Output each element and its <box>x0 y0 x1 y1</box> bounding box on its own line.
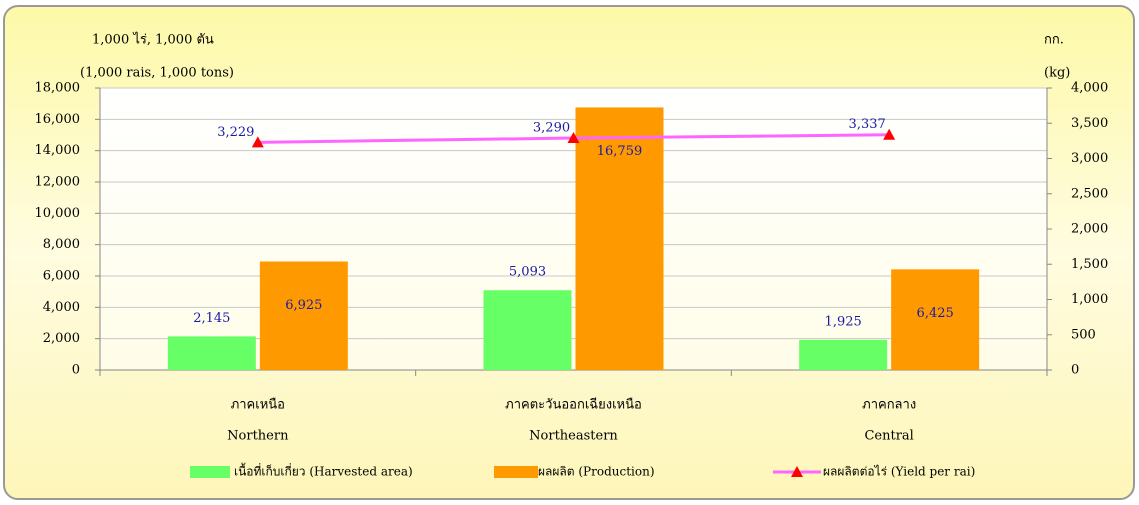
legend-label: เนื้อที่เก็บเกี่ยว (Harvested area) <box>234 463 413 479</box>
x-tick-label: ภาคกลาง <box>862 398 916 413</box>
y2-tick-label: 500 <box>1071 327 1096 342</box>
x-tick-label-en: Northeastern <box>529 429 618 444</box>
y-tick-label: 8,000 <box>43 237 80 252</box>
y-label-1: 1,000 ไร่, 1,000 ตัน <box>92 32 214 48</box>
x-tick-label: ภาคตะวันออกเฉียงเหนือ <box>505 397 642 413</box>
data-label: 3,337 <box>849 117 886 132</box>
data-label: 1,925 <box>825 314 862 329</box>
bar <box>575 107 664 371</box>
marker <box>883 128 896 140</box>
legend-marker <box>791 466 803 477</box>
y2-tick-label: 2,000 <box>1071 222 1108 237</box>
bar <box>891 269 980 370</box>
y2-tick-label: 3,000 <box>1071 151 1108 166</box>
y2-tick-label: 3,500 <box>1071 116 1108 131</box>
y-tick-label: 4,000 <box>43 300 80 315</box>
data-label: 3,290 <box>533 121 570 136</box>
marker <box>567 132 580 144</box>
y-label-2: (1,000 rais, 1,000 tons) <box>80 66 234 81</box>
marker <box>251 136 264 148</box>
data-label: 5,093 <box>509 265 546 280</box>
legend-label: ผลผลิต (Production) <box>538 465 655 479</box>
y-tick-label: 14,000 <box>35 143 81 158</box>
x-tick-label-en: Central <box>864 429 913 444</box>
y2-label-1: กก. <box>1044 33 1064 48</box>
x-tick-label-en: Northern <box>227 429 289 444</box>
data-label: 6,925 <box>285 298 322 313</box>
y-tick-label: 18,000 <box>35 81 81 96</box>
y-tick-label: 0 <box>72 363 80 378</box>
y2-tick-label: 1,000 <box>1071 292 1108 307</box>
y-tick-label: 16,000 <box>35 112 81 127</box>
y2-tick-label: 1,500 <box>1071 257 1108 272</box>
legend-swatch <box>190 466 230 478</box>
y2-tick-label: 0 <box>1071 363 1079 378</box>
y-tick-label: 10,000 <box>35 206 81 221</box>
bar <box>483 290 572 370</box>
data-label: 3,229 <box>217 125 254 140</box>
bar <box>167 336 256 370</box>
y2-tick-label: 4,000 <box>1071 81 1108 96</box>
y-tick-label: 2,000 <box>43 331 80 346</box>
legend-swatch <box>494 466 538 478</box>
bar <box>799 339 888 370</box>
data-label: 6,425 <box>917 306 954 321</box>
data-label: 2,145 <box>193 311 230 326</box>
bar <box>259 261 348 370</box>
y-tick-label: 12,000 <box>35 175 81 190</box>
data-label: 16,759 <box>597 144 643 159</box>
y2-label-2: (kg) <box>1044 66 1070 81</box>
legend-label: ผลผลิตต่อไร่ (Yield per rai) <box>823 465 975 479</box>
x-tick-label: ภาคเหนือ <box>231 397 285 413</box>
y2-tick-label: 2,500 <box>1071 186 1108 201</box>
y-tick-label: 6,000 <box>43 269 80 284</box>
